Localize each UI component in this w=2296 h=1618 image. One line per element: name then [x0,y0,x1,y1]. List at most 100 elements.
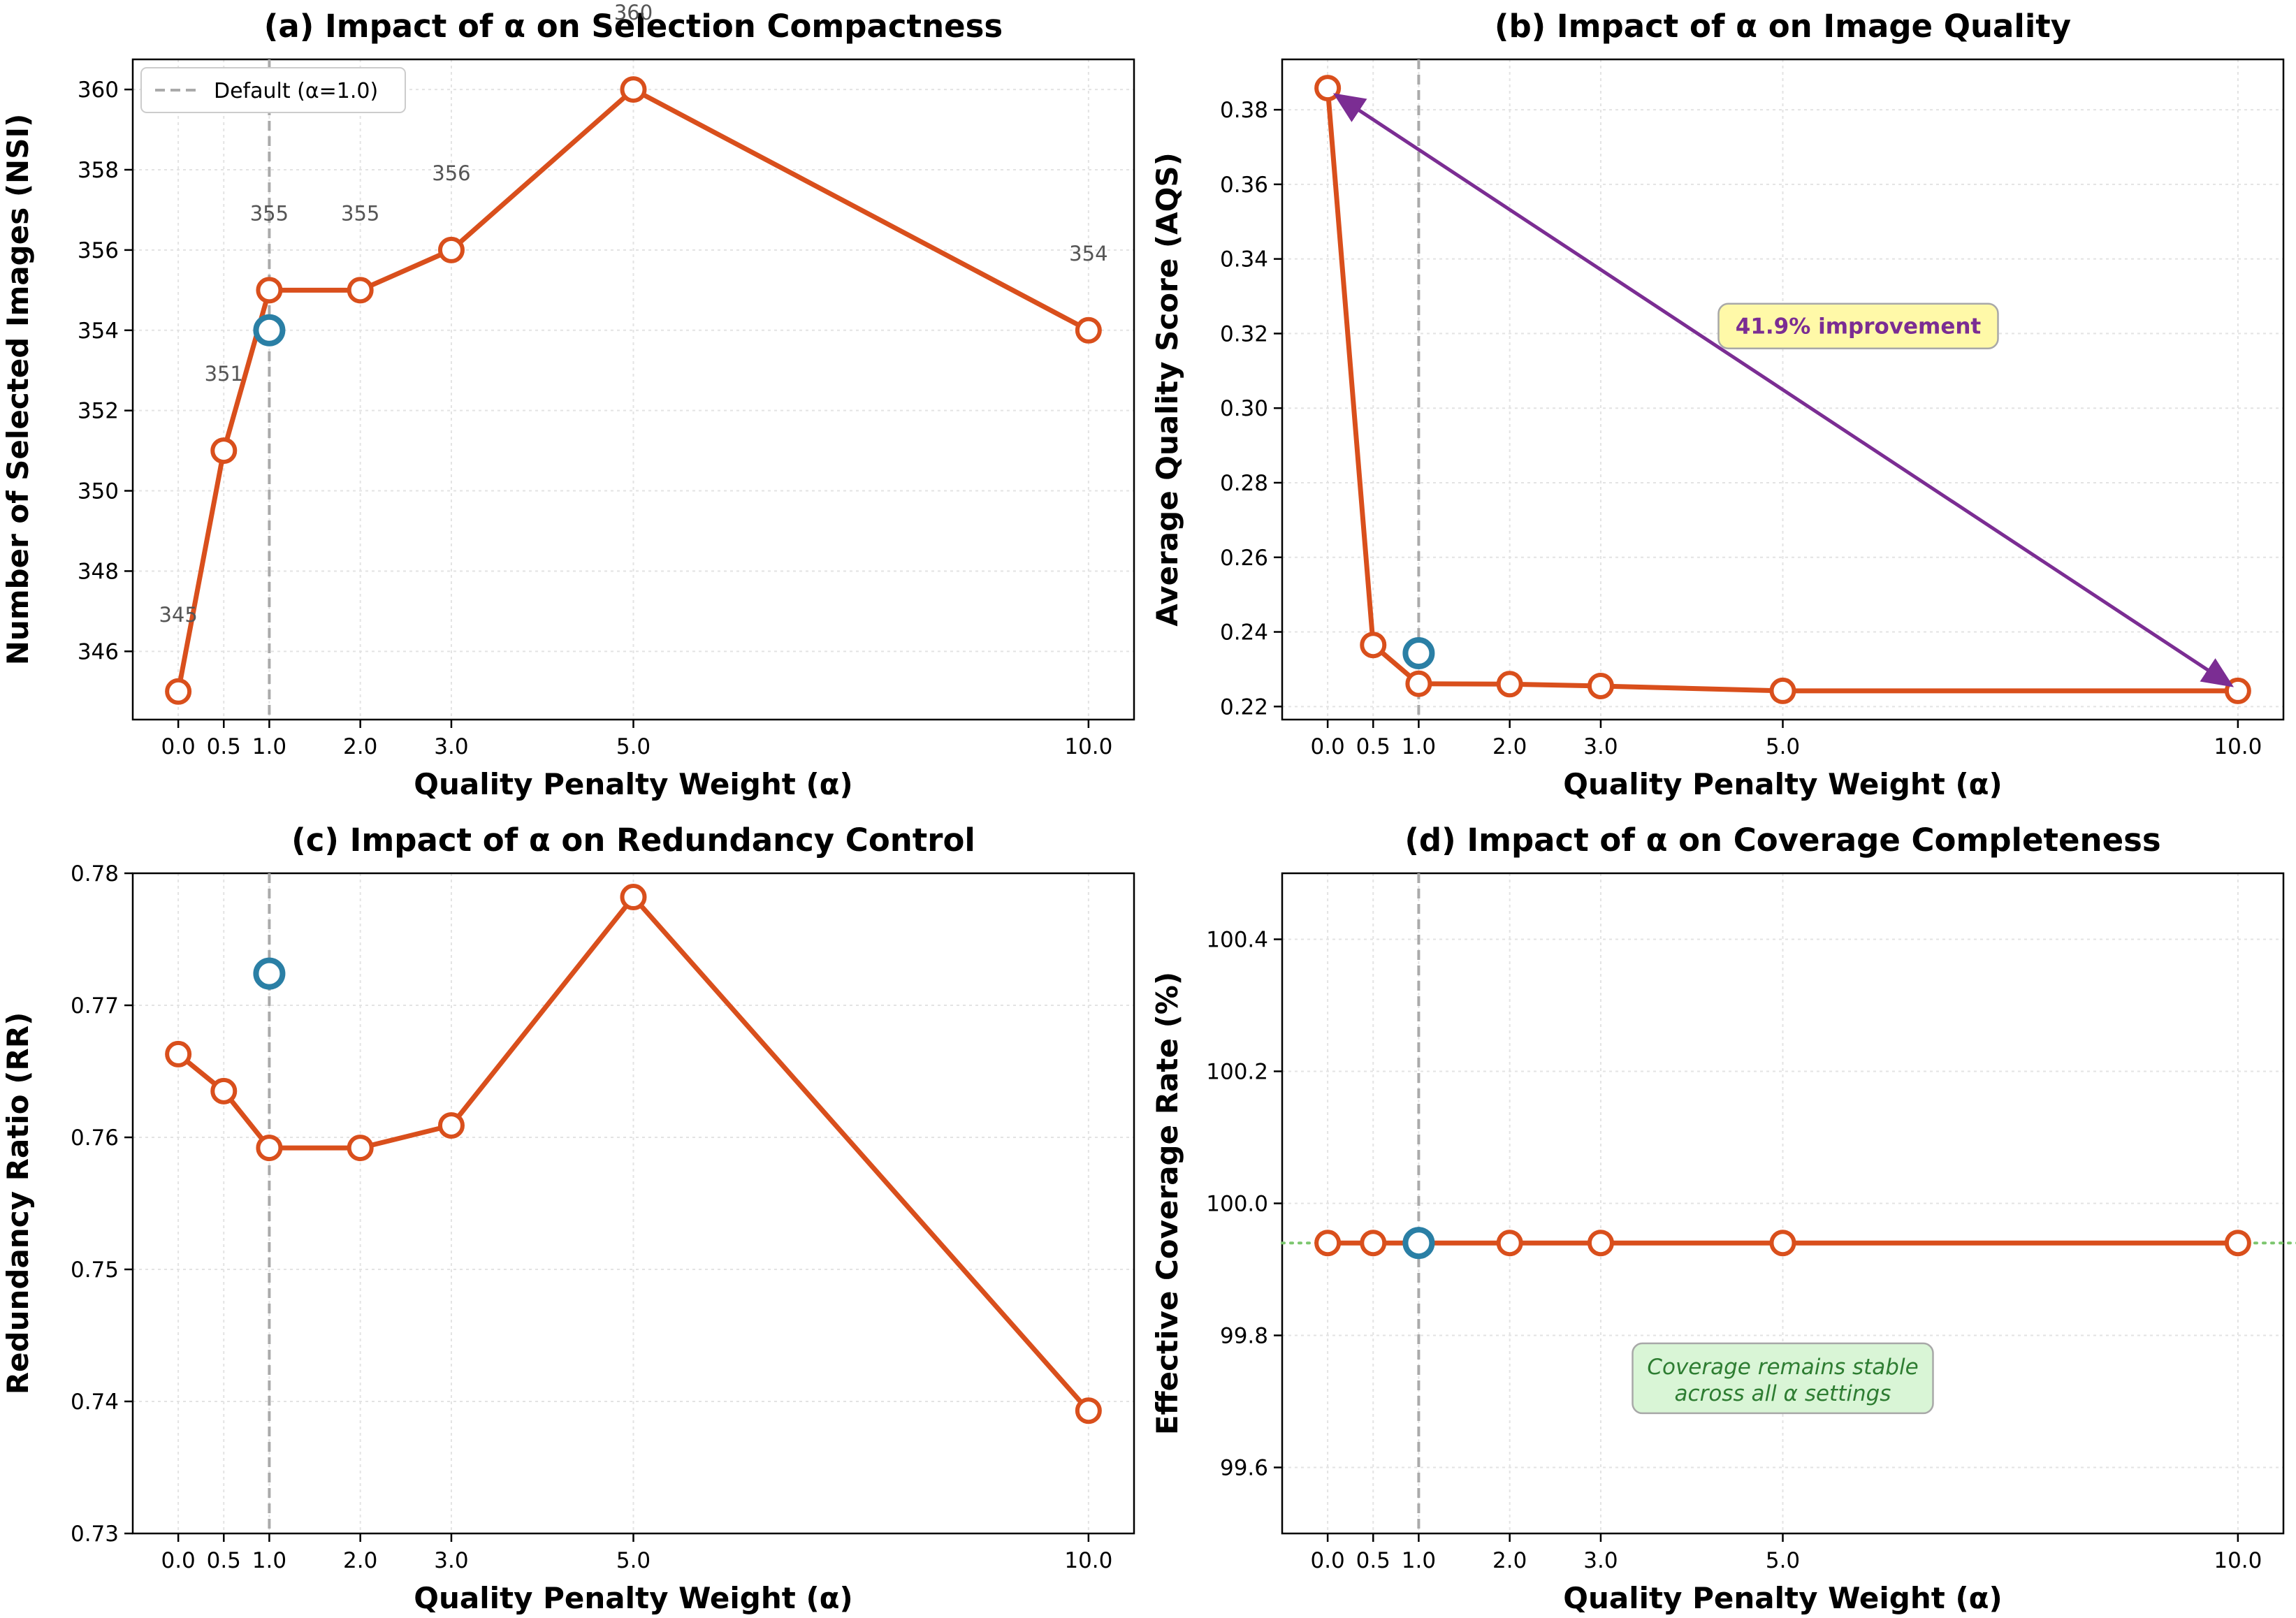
annotation-text: across all α settings [1675,1381,1891,1406]
x-tick-label: 5.0 [1766,1548,1800,1573]
data-point[interactable] [256,277,283,304]
x-tick-label: 10.0 [2214,1548,2262,1573]
y-tick-label: 346 [78,639,119,664]
x-tick-label: 0.5 [207,1548,241,1573]
data-point[interactable] [165,1040,192,1067]
data-point[interactable] [1360,1230,1387,1257]
x-tick-label: 3.0 [1583,1548,1618,1573]
y-axis-label: Redundancy Ratio (RR) [1,1012,35,1395]
data-point[interactable] [1314,75,1342,102]
data-point[interactable] [437,1112,465,1139]
data-label: 351 [205,362,243,386]
annotation-box [1632,1342,1934,1415]
x-tick-label: 2.0 [343,734,377,759]
data-point[interactable] [1075,316,1102,344]
y-axis-label: Number of Selected Images (NSI) [1,114,35,666]
data-label: 360 [614,1,653,24]
panel-a: 0.0 0.5 1.0 2.0 3.0 5.0 10.0 346 348 350 352 354 356… [1,1,1135,801]
x-tick-label: 3.0 [434,1548,468,1573]
y-tick-label: 0.75 [71,1258,119,1283]
y-tick-label: 0.28 [1220,471,1268,496]
data-point[interactable] [1587,672,1614,699]
data-point[interactable] [1769,677,1796,704]
x-tick-label: 0.5 [1356,1548,1390,1573]
x-tick-label: 2.0 [1492,1548,1527,1573]
x-tick-label: 0.0 [1310,1548,1344,1573]
chart-title: (a) Impact of α on Selection Compactness [264,8,1003,45]
data-point[interactable] [347,277,374,304]
default-marker[interactable] [1402,1227,1435,1260]
x-axis-label: Quality Penalty Weight (α) [414,767,852,801]
data-point[interactable] [1405,670,1432,697]
data-point[interactable] [2224,1230,2251,1257]
data-point[interactable] [1360,632,1387,659]
data-point[interactable] [256,1135,283,1162]
y-tick-label: 0.36 [1220,173,1268,198]
y-tick-label: 0.76 [71,1125,119,1151]
legend-box [140,67,406,113]
x-tick-label: 1.0 [1402,1548,1436,1573]
y-tick-label: 0.32 [1220,321,1268,347]
y-tick-label: 0.30 [1220,396,1268,421]
y-tick-label: 0.74 [71,1390,119,1415]
y-axis-label: Effective Coverage Rate (%) [1150,972,1184,1435]
x-tick-label: 1.0 [252,734,286,759]
y-tick-label: 100.0 [1206,1192,1268,1217]
x-tick-label: 10.0 [1064,734,1112,759]
data-point[interactable] [437,236,465,263]
x-tick-label: 0.5 [207,734,241,759]
data-point[interactable] [1075,1397,1102,1424]
annotation-text: Coverage remains stable [1647,1355,1918,1380]
x-tick-label: 0.0 [161,734,195,759]
default-marker[interactable] [1402,636,1435,669]
y-tick-label: 0.26 [1220,546,1268,571]
panel-b: 0.0 0.5 1.0 2.0 3.0 5.0 10.0 0.22 0.24 0.26 0.28 0.… [1150,8,2285,801]
default-marker[interactable] [253,314,286,347]
data-point[interactable] [210,1077,238,1105]
y-tick-label: 356 [78,238,119,263]
x-tick-label: 0.5 [1356,734,1390,759]
data-point[interactable] [620,76,647,103]
x-tick-label: 5.0 [1766,734,1800,759]
y-tick-label: 0.34 [1220,247,1268,272]
data-label: 355 [341,201,379,225]
data-label: 345 [159,603,197,627]
legend-label: Default (α=1.0) [214,79,378,103]
data-point[interactable] [1496,671,1523,698]
data-point[interactable] [1314,1230,1342,1257]
y-tick-label: 99.6 [1220,1456,1268,1481]
x-tick-label: 10.0 [2214,734,2262,759]
chart-title: (c) Impact of α on Redundancy Control [291,822,975,859]
x-axis-label: Quality Penalty Weight (α) [414,1581,852,1615]
y-tick-label: 0.77 [71,993,119,1019]
data-point[interactable] [1587,1230,1614,1257]
data-point[interactable] [1769,1230,1796,1257]
data-point[interactable] [210,437,238,465]
data-point[interactable] [347,1135,374,1162]
data-point[interactable] [620,884,647,911]
x-tick-label: 3.0 [1583,734,1618,759]
x-tick-label: 5.0 [616,734,651,759]
y-tick-label: 0.38 [1220,98,1268,123]
improvement-arrow [1332,93,2235,687]
panel-c: 0.0 0.5 1.0 2.0 3.0 5.0 10.0 0.73 0.74 0.75 0.76 0.… [1,822,1135,1615]
data-point[interactable] [1496,1230,1523,1257]
x-tick-label: 2.0 [1492,734,1527,759]
data-point[interactable] [165,678,192,705]
y-tick-label: 348 [78,559,119,584]
chart-title: (b) Impact of α on Image Quality [1495,8,2071,45]
x-tick-label: 10.0 [1064,1548,1112,1573]
x-axis-label: Quality Penalty Weight (α) [1563,1581,2002,1615]
default-marker[interactable] [253,957,286,990]
chart-title: (d) Impact of α on Coverage Completeness [1404,822,2160,859]
y-tick-label: 0.73 [71,1522,119,1547]
x-tick-label: 2.0 [343,1548,377,1573]
x-tick-label: 5.0 [616,1548,651,1573]
panel-d: 0.0 0.5 1.0 2.0 3.0 5.0 10.0 99.6 99.8 100.0 100.2… [1150,822,2296,1615]
x-tick-label: 1.0 [1402,734,1436,759]
y-tick-label: 99.8 [1220,1324,1268,1349]
x-axis-label: Quality Penalty Weight (α) [1563,767,2002,801]
y-tick-label: 350 [78,479,119,504]
y-tick-label: 354 [78,319,119,344]
